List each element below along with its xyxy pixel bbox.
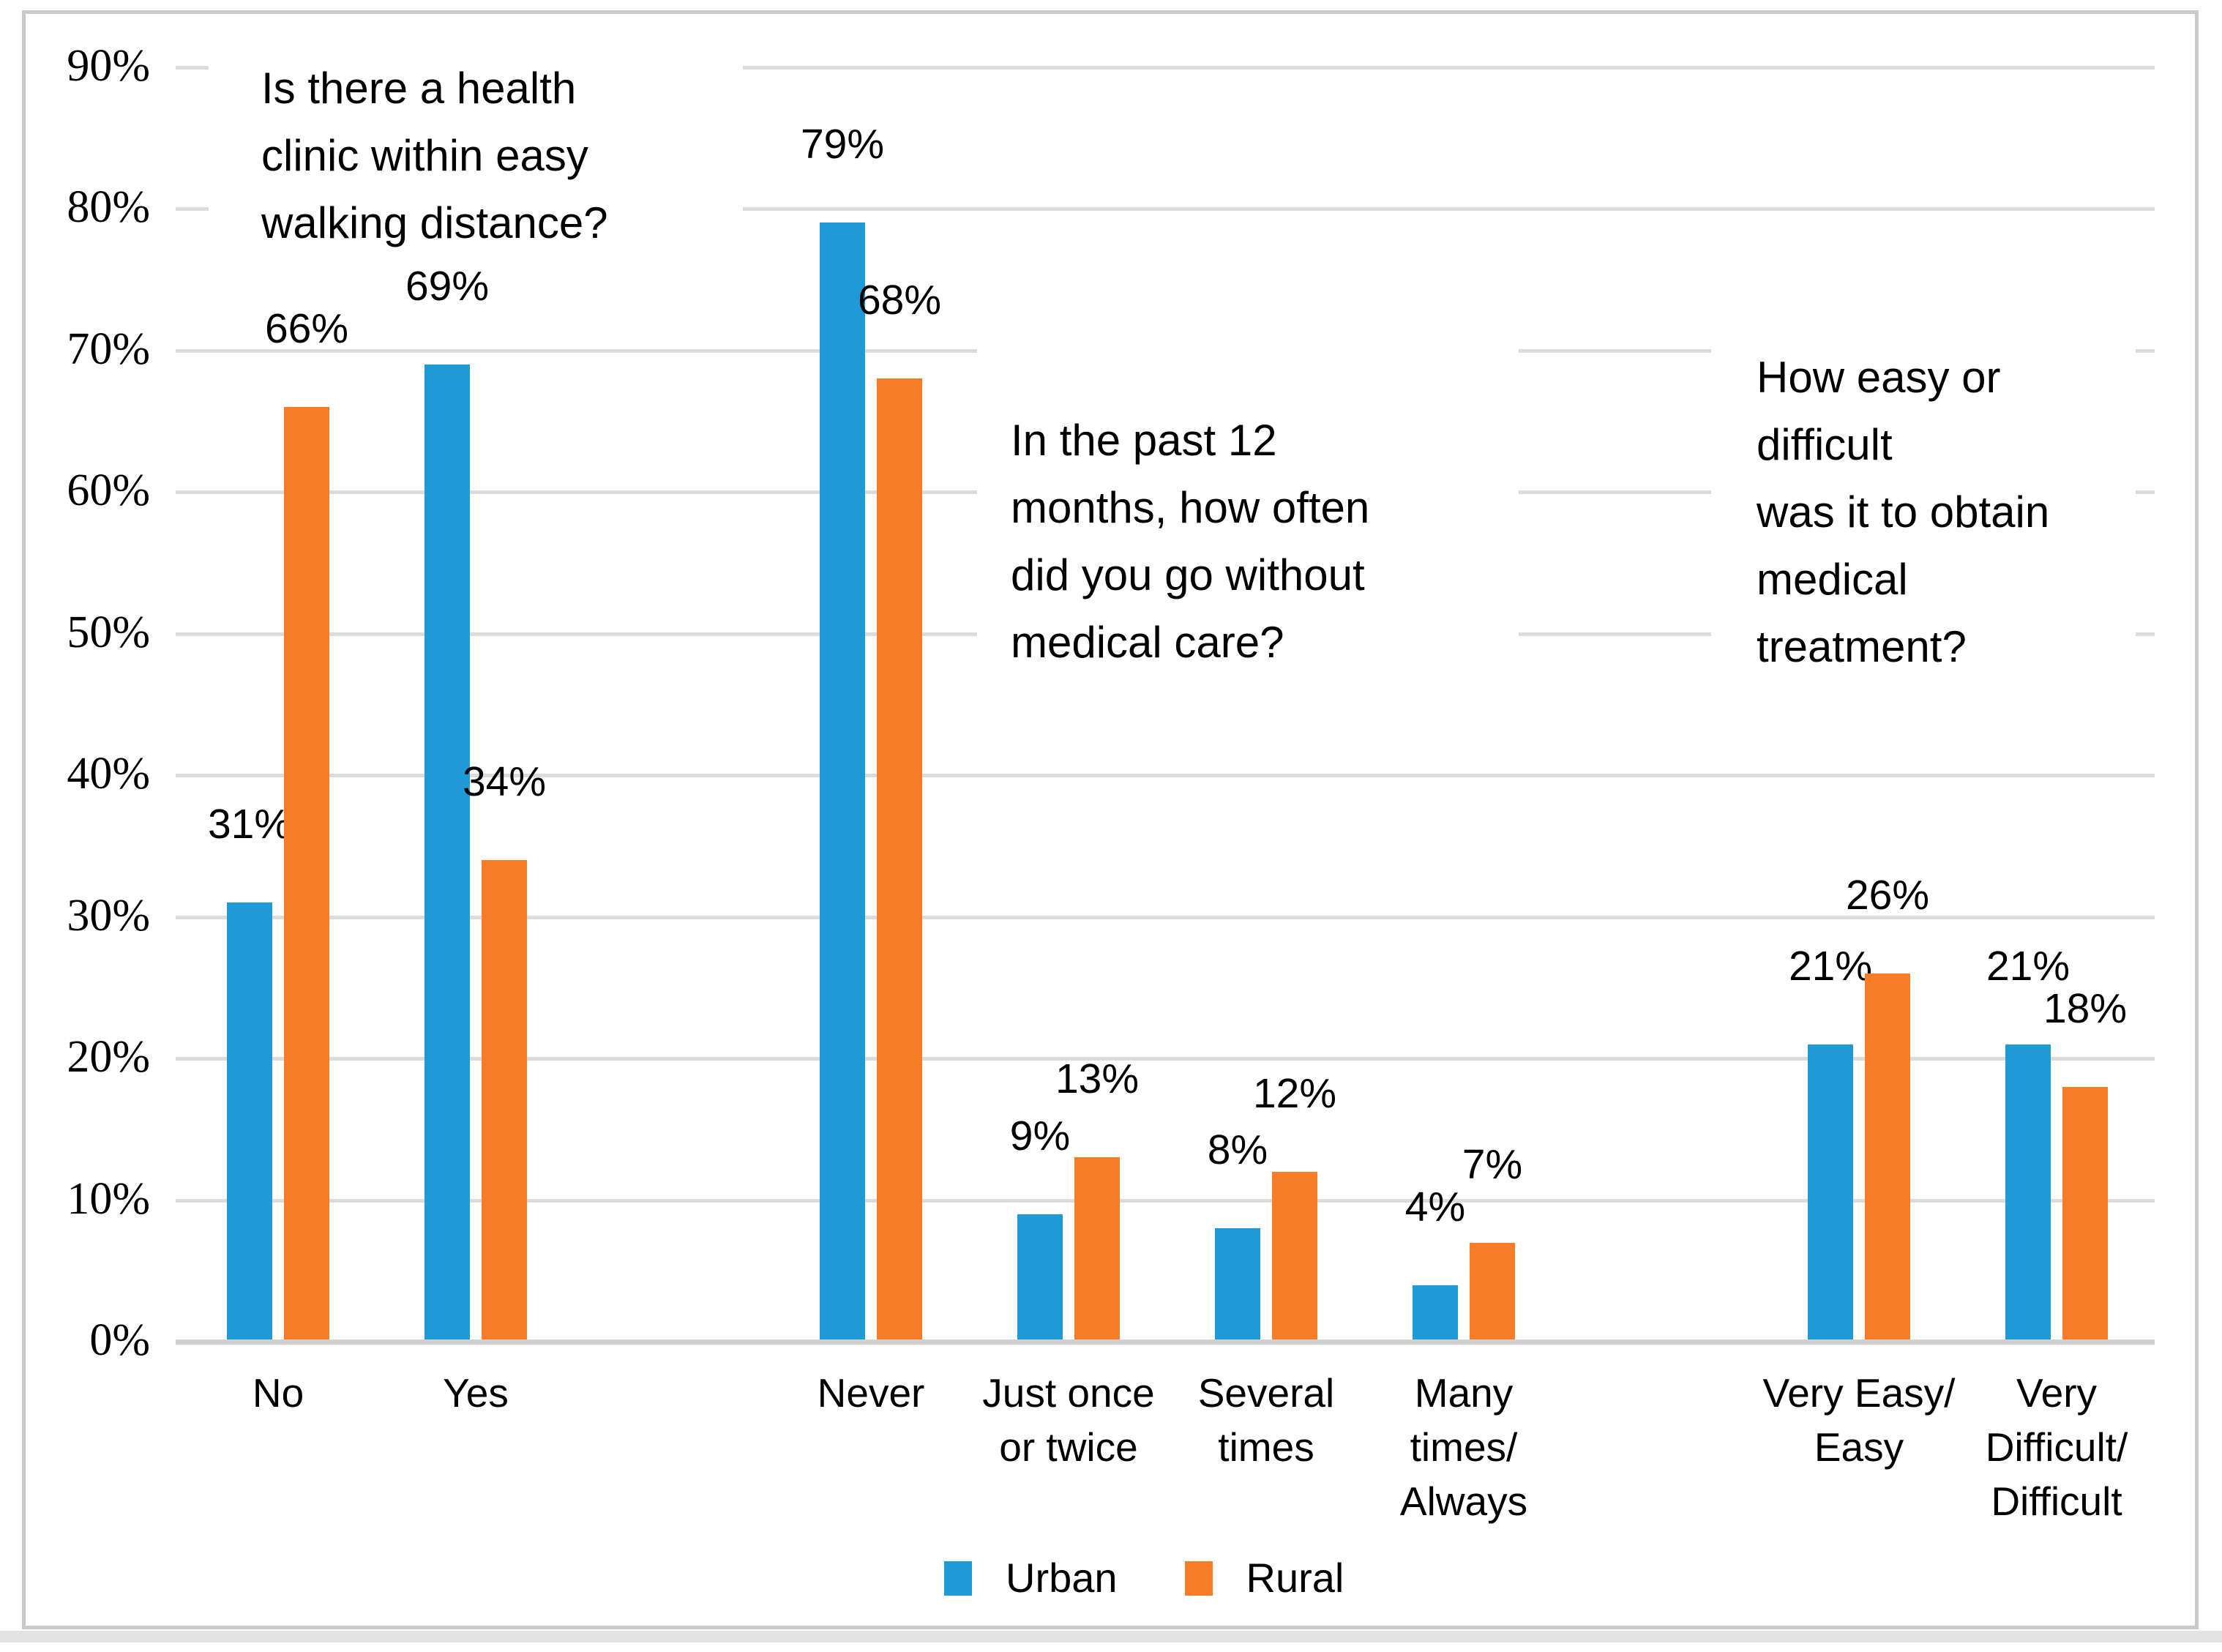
- question-line: did you go without: [1011, 550, 1365, 599]
- bar-value-label: 9%: [1009, 1112, 1071, 1159]
- question-line: How easy or: [1757, 353, 2001, 402]
- legend-swatch-rural: [1184, 1561, 1213, 1596]
- category-label-line: Yes: [443, 1370, 509, 1416]
- urban-bar: [2005, 1044, 2051, 1342]
- bar-value-label: 68%: [857, 277, 942, 324]
- bar-value-label: 31%: [207, 801, 292, 848]
- bar-value-label: 18%: [2043, 984, 2128, 1032]
- question-line: In the past 12: [1011, 416, 1277, 465]
- gridline-90: [176, 65, 2155, 70]
- rural-bar: [2062, 1086, 2108, 1342]
- urban-bar: [820, 223, 865, 1342]
- y-axis-tick-label: 90%: [67, 40, 150, 91]
- rural-bar: [284, 406, 329, 1342]
- category-label-line: or twice: [999, 1424, 1138, 1470]
- category-label-line: times/: [1410, 1424, 1518, 1470]
- x-axis-line: [176, 1339, 2155, 1345]
- category-label: Many times/Always: [1339, 1366, 1588, 1528]
- y-axis-tick-label: 60%: [67, 466, 150, 515]
- category-label-line: Difficult/: [1985, 1424, 2128, 1470]
- y-axis-tick-label: 40%: [67, 749, 150, 799]
- bar-value-label: 66%: [264, 304, 349, 352]
- rural-bar: [1074, 1157, 1120, 1342]
- question-line: clinic within easy: [261, 131, 588, 180]
- question-line: walking distance?: [261, 198, 608, 247]
- gridline-80: [176, 207, 2155, 211]
- category-label: No: [154, 1366, 403, 1420]
- bar-value-label: 26%: [1845, 871, 1930, 919]
- urban-bar: [1413, 1285, 1458, 1342]
- y-axis-tick-label: 10%: [67, 1173, 150, 1224]
- question-line: treatment?: [1757, 622, 1967, 671]
- question-text-box: Is there a health clinic within easy walki…: [209, 40, 743, 279]
- category-label-line: Very: [2016, 1370, 2098, 1416]
- question-text-box: How easy or difficult was it to obtain medi…: [1711, 331, 2136, 703]
- urban-bar: [1215, 1228, 1260, 1342]
- rural-bar: [1470, 1242, 1515, 1342]
- question-line: medical care?: [1011, 618, 1284, 667]
- category-label-line: Never: [817, 1370, 925, 1416]
- gridline-10: [176, 1198, 2155, 1203]
- legend-label: Urban: [1006, 1555, 1118, 1601]
- rural-bar: [1272, 1171, 1317, 1342]
- bar-value-label: 34%: [462, 758, 547, 806]
- y-axis-tick-label: 0%: [89, 1315, 150, 1365]
- urban-bar: [227, 902, 272, 1342]
- category-label: Just once or twice: [944, 1366, 1193, 1474]
- category-label-line: Always: [1399, 1479, 1528, 1524]
- category-label-line: Difficult: [1991, 1479, 2122, 1524]
- legend-item-rural: Rural: [1184, 1555, 1344, 1601]
- gridline-30: [176, 915, 2155, 919]
- legend-label: Rural: [1246, 1555, 1344, 1601]
- category-label-line: Several: [1197, 1370, 1335, 1416]
- bar-value-label: 69%: [405, 262, 490, 310]
- legend-item-urban: Urban: [944, 1558, 1118, 1599]
- bar-value-label: 8%: [1207, 1126, 1268, 1174]
- question-line: was it to obtain: [1757, 487, 2050, 537]
- category-label: Yes: [351, 1366, 600, 1420]
- chart-legend: Urban Rural: [944, 1558, 1344, 1599]
- chart-frame: [22, 10, 2199, 1629]
- category-label-line: Many: [1414, 1370, 1514, 1416]
- bar-value-label: 12%: [1252, 1069, 1337, 1117]
- question-line: months, how often: [1011, 483, 1370, 532]
- category-label-line: Just once: [982, 1370, 1155, 1416]
- rural-bar: [877, 378, 922, 1342]
- bar-value-label: 21%: [1986, 942, 2070, 990]
- gridline-20: [176, 1057, 2155, 1061]
- question-text-box: In the past 12 months, how often did you g…: [977, 343, 1519, 698]
- category-label-line: No: [252, 1370, 304, 1416]
- category-label: Never: [747, 1366, 995, 1420]
- bar-value-label: 4%: [1404, 1183, 1466, 1230]
- y-axis-tick-label: 30%: [67, 890, 150, 941]
- category-label-line: Easy: [1814, 1424, 1904, 1470]
- question-line: difficult: [1757, 420, 1893, 469]
- y-axis-tick-label: 70%: [67, 324, 150, 374]
- y-axis-tick-label: 50%: [67, 607, 150, 657]
- category-label: Several times: [1142, 1366, 1391, 1474]
- urban-bar: [1017, 1214, 1063, 1342]
- question-line: medical: [1757, 555, 1908, 604]
- y-axis-tick-label: 80%: [67, 182, 150, 232]
- rural-bar: [1865, 973, 1910, 1342]
- legend-swatch-urban: [944, 1561, 972, 1596]
- rural-bar: [482, 860, 527, 1342]
- category-label-line: Very Easy/: [1762, 1370, 1956, 1416]
- question-line: Is there a health: [261, 64, 577, 113]
- bar-value-label: 7%: [1462, 1140, 1523, 1188]
- gridline-40: [176, 774, 2155, 777]
- urban-bar: [1808, 1044, 1853, 1342]
- category-label-line: times: [1218, 1424, 1314, 1470]
- category-label: Very Difficult/Difficult: [1932, 1366, 2181, 1528]
- bar-value-label: 13%: [1055, 1055, 1140, 1103]
- bar-value-label: 79%: [800, 121, 885, 168]
- bar-value-label: 21%: [1788, 942, 1873, 990]
- bottom-scroll-band: [0, 1631, 2222, 1642]
- category-label: Very Easy/Easy: [1735, 1366, 1983, 1474]
- urban-bar: [424, 364, 470, 1342]
- y-axis-tick-label: 20%: [67, 1032, 150, 1082]
